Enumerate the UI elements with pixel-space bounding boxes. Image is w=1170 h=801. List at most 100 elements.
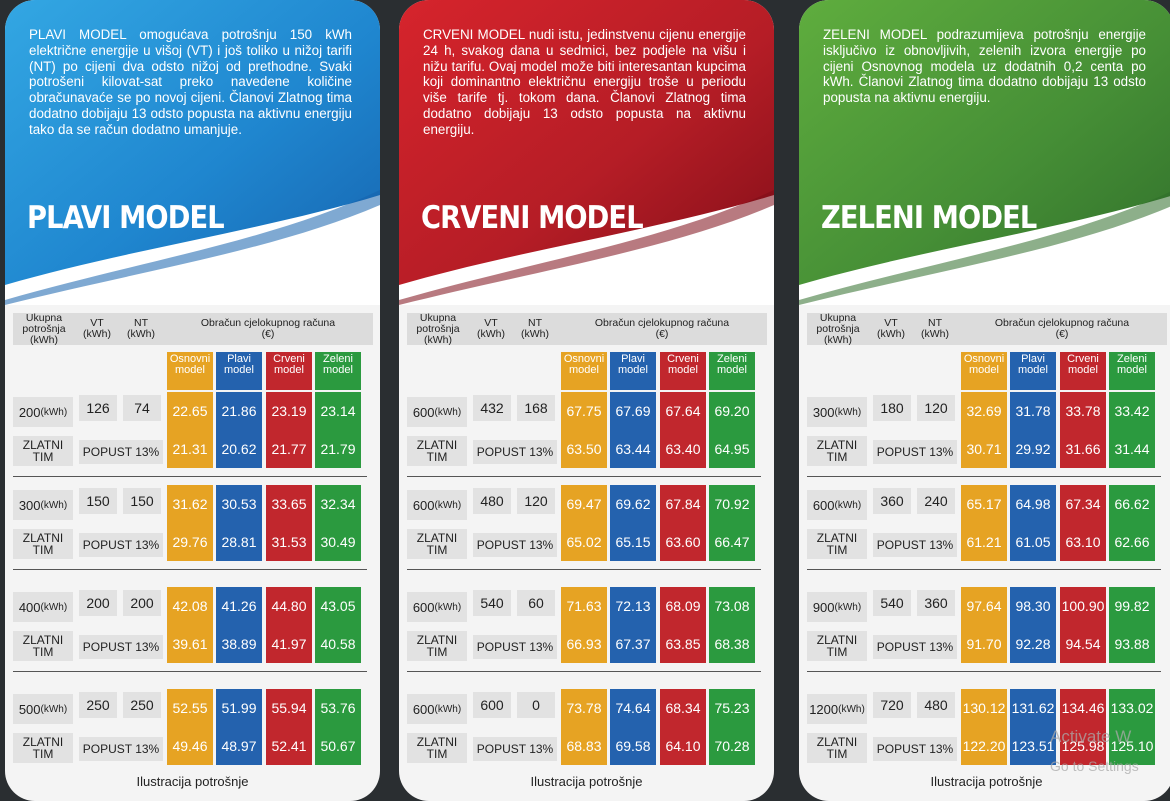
nt-value: 120 [917,395,955,421]
price-plavi: 31.78 [1010,392,1056,430]
price-zlatni-zeleni: 50.67 [315,727,361,765]
header-background [5,0,380,305]
header-calc: Obračun cjelokupnog računa (€) [957,313,1167,345]
price-crveni: 33.65 [266,485,312,523]
price-zlatni-osnovni: 21.31 [167,430,213,468]
price-osnovni: 73.78 [561,689,607,727]
price-osnovni: 130.12 [961,689,1007,727]
price-zlatni-zeleni: 31.44 [1109,430,1155,468]
total-unit: (kWh) [434,601,462,613]
model-card: PLAVI MODEL omogućava potrošnju 150 kWh … [5,0,380,801]
total-unit: (kWh) [838,703,865,715]
price-zlatni-plavi: 69.58 [610,727,656,765]
vt-value: 360 [873,488,911,514]
price-plavi: 72.13 [610,587,656,625]
price-osnovni: 31.62 [167,485,213,523]
header-calc: Obračun cjelokupnog računa (€) [557,313,767,345]
go-to-settings-watermark: Go to Settings [1050,758,1139,774]
nt-value: 200 [123,590,161,616]
price-zlatni-crveni: 31.66 [1060,430,1106,468]
group-divider [13,569,367,570]
total-value: 300 [18,497,41,513]
price-crveni: 33.78 [1060,392,1106,430]
price-zlatni-zeleni: 66.47 [709,523,755,561]
nt-value: 150 [123,488,161,514]
activate-windows-watermark: Activate W [1050,727,1132,746]
header-calc-unit: (€) [261,328,275,340]
card-header [799,0,1170,305]
popust-label: POPUST 13% [79,635,163,659]
popust-label: POPUST 13% [79,737,163,761]
price-zeleni: 133.02 [1109,689,1155,727]
header-nt: NT (kWh) [913,313,957,345]
footer-caption: Ilustracija potrošnje [930,774,1043,789]
price-osnovni: 52.55 [167,689,213,727]
price-plavi: 74.64 [610,689,656,727]
total-unit: (kWh) [834,601,862,613]
total-value: 1200 [809,701,839,717]
price-zeleni: 43.05 [315,587,361,625]
price-zlatni-zeleni: 30.49 [315,523,361,561]
footer-caption: Ilustracija potrošnje [530,774,643,789]
total-value: 500 [18,701,41,717]
price-zlatni-crveni: 63.60 [660,523,706,561]
price-zlatni-osnovni: 122.20 [961,727,1007,765]
zlatni-tim-label: ZLATNI TIM [407,631,467,661]
price-zlatni-zeleni: 125.10 [1109,727,1155,765]
total-consumption: 600 (kWh) [407,592,467,622]
zlatni-tim-label: ZLATNI TIM [807,631,867,661]
total-value: 200 [18,404,41,420]
total-consumption: 1200 (kWh) [807,694,867,724]
price-zlatni-plavi: 28.81 [216,523,262,561]
price-zeleni: 73.08 [709,587,755,625]
popust-label: POPUST 13% [873,737,957,761]
price-zeleni: 32.34 [315,485,361,523]
price-plavi: 21.86 [216,392,262,430]
price-zeleni: 99.82 [1109,587,1155,625]
price-zlatni-osnovni: 65.02 [561,523,607,561]
model-label-osnovni: Osnovni model [961,352,1007,390]
total-consumption: 200 (kWh) [13,397,73,427]
total-consumption: 300 (kWh) [807,397,867,427]
zlatni-tim-label: ZLATNI TIM [13,631,73,661]
total-unit: (kWh) [834,499,862,511]
header-background [399,0,774,305]
total-unit: (kWh) [40,406,68,418]
total-value: 300 [812,404,835,420]
vt-value: 480 [473,488,511,514]
group-divider [807,569,1161,570]
group-divider [407,569,761,570]
model-label-crveni: Crveni model [266,352,312,390]
price-osnovni: 65.17 [961,485,1007,523]
price-zlatni-plavi: 48.97 [216,727,262,765]
total-value: 600 [812,497,835,513]
nt-value: 240 [917,488,955,514]
price-zeleni: 53.76 [315,689,361,727]
header-total: Ukupna potrošnja (kWh) [807,312,869,345]
price-zlatni-crveni: 52.41 [266,727,312,765]
model-label-zeleni: Zeleni model [315,352,361,390]
model-label-zeleni: Zeleni model [1109,352,1155,390]
price-zlatni-crveni: 94.54 [1060,625,1106,663]
price-osnovni: 32.69 [961,392,1007,430]
popust-label: POPUST 13% [473,533,557,557]
total-consumption: 300 (kWh) [13,490,73,520]
popust-label: POPUST 13% [473,737,557,761]
price-crveni: 100.90 [1060,587,1106,625]
total-value: 600 [412,404,435,420]
nt-value: 120 [517,488,555,514]
nt-value: 360 [917,590,955,616]
price-zlatni-crveni: 21.77 [266,430,312,468]
price-zlatni-crveni: 41.97 [266,625,312,663]
vt-value: 432 [473,395,511,421]
total-value: 600 [412,599,435,615]
zlatni-tim-label: ZLATNI TIM [407,529,467,559]
popust-label: POPUST 13% [473,635,557,659]
model-label-plavi: Plavi model [610,352,656,390]
price-crveni: 68.34 [660,689,706,727]
price-osnovni: 97.64 [961,587,1007,625]
zlatni-tim-label: ZLATNI TIM [13,529,73,559]
total-consumption: 500 (kWh) [13,694,73,724]
price-osnovni: 22.65 [167,392,213,430]
total-unit: (kWh) [834,406,862,418]
